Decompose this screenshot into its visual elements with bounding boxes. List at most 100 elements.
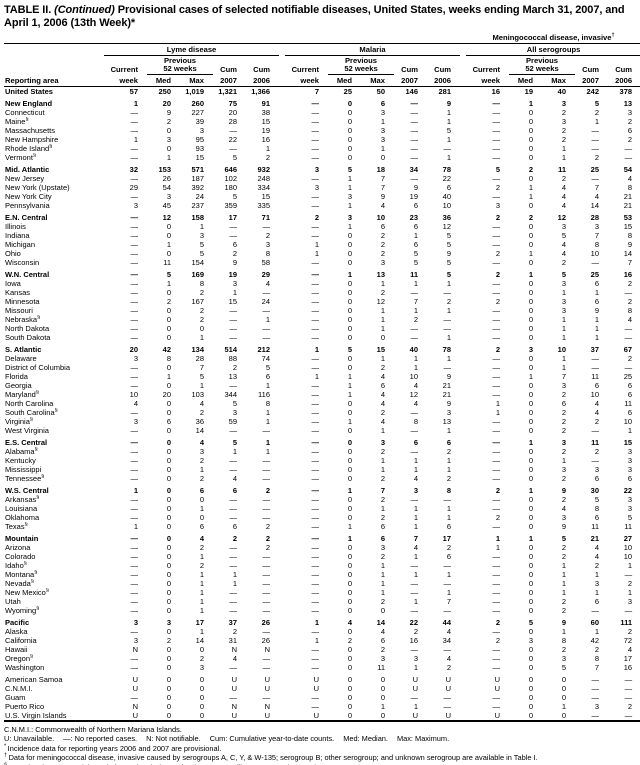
value-cell: 2 [265,522,270,531]
value-cell: 0 [166,663,171,672]
value-cell: — [262,333,271,342]
value-cell: — [311,513,320,522]
value-cell: 1 [561,627,566,636]
value-cell: 2 [561,135,566,144]
value-cell: 7 [413,297,418,306]
subheader-row2: Reporting area week Med Max 2007 2006 we… [4,74,640,87]
value-cell: 0 [199,324,204,333]
table-row: Connecticut — 9 227 20 38 — 0 3 — 1 — 0 2 2 3 [4,108,640,117]
value-cell: — [311,645,320,654]
value-cell: 2 [495,513,500,522]
value-cell: — [311,99,320,108]
value-cell: 1 [166,372,171,381]
value-cell: 5 [413,258,418,267]
value-cell: — [492,474,501,483]
table-row: W.N. Central — 5 169 19 29 — 1 13 11 5 2 1 5 25 16 [4,267,640,279]
reporting-area-header: Reporting area [4,74,104,87]
group-lyme-line1 [104,32,279,44]
value-cell: 6 [561,399,566,408]
value-cell: — [311,426,320,435]
value-cell: — [311,333,320,342]
value-cell: — [410,135,419,144]
reporting-area-cell: Pacific [5,618,30,627]
value-cell: 1 [561,702,566,711]
value-cell: 0 [528,324,533,333]
value-cell: 2 [199,315,204,324]
value-cell: 1 [380,354,385,363]
value-cell: — [624,333,633,342]
value-cell: U [494,675,500,684]
table-row: Georgia — 0 1 — 1 — 1 6 4 21 — 0 3 6 6 [4,381,640,390]
value-cell: 6 [446,183,451,192]
value-cell: 3 [627,447,633,456]
value-cell: 4 [627,315,633,324]
value-cell: 1 [347,522,352,531]
value-cell: 1 [380,702,385,711]
table-row: Colorado — 0 1 — — — 0 2 1 6 — 0 2 4 10 [4,552,640,561]
value-cell: 0 [166,486,171,495]
value-cell: 1 [380,570,385,579]
value-cell: 60 [590,618,599,627]
value-cell: 180 [224,183,237,192]
value-cell: 0 [166,693,171,702]
value-cell: — [311,474,320,483]
value-cell: U [264,684,270,693]
value-cell: 50 [376,87,385,96]
value-cell: — [311,522,320,531]
value-cell: 11 [558,165,566,174]
value-cell: 7 [594,231,599,240]
value-cell: — [130,324,139,333]
value-cell: 2 [627,135,633,144]
value-cell: — [492,222,501,231]
value-cell: — [311,543,320,552]
value-cell: — [443,315,452,324]
value-cell: 2 [446,474,451,483]
value-cell: — [262,288,271,297]
value-cell: 2 [380,513,385,522]
value-cell: 4 [594,408,599,417]
value-cell: 4 [561,504,566,513]
footnote-marker: * [4,743,8,750]
lyme-current-label: Current [110,64,138,74]
value-cell: 1 [528,270,533,279]
value-cell: 1 [413,663,418,672]
value-cell: — [492,117,501,126]
value-cell: 0 [380,684,385,693]
table-row: Alaska — 0 1 2 — — 0 4 2 4 — 0 1 1 2 [4,627,640,636]
value-cell: 1 [413,354,418,363]
value-cell: 0 [166,543,171,552]
group-malaria-line1 [285,32,460,44]
value-cell: 0 [347,465,352,474]
value-cell: 4 [232,654,237,663]
value-cell: 0 [347,354,352,363]
value-cell: 1 [232,579,237,588]
reporting-area-cell: Pennsylvania [5,201,50,210]
value-cell: 5 [594,495,599,504]
value-cell: 22 [228,135,237,144]
value-cell: 1 [199,606,204,615]
value-cell: 1 [561,456,566,465]
value-cell: 0 [380,675,385,684]
table-row: Delaware 3 8 28 88 74 — 0 1 1 1 — 0 1 — 2 [4,354,640,363]
value-cell: 0 [528,675,533,684]
value-cell: 0 [166,504,171,513]
value-cell: 2 [561,447,566,456]
value-cell: 2 [199,561,204,570]
table-row: Maine§ — 2 39 28 15 — 0 1 — 1 — 0 3 1 2 [4,117,640,126]
table-header: Meningococcal disease, invasive† Lyme di… [4,32,640,87]
value-cell: 1 [347,270,352,279]
reporting-area-cell: Hawaii [5,645,28,654]
value-cell: 1 [314,249,319,258]
value-cell: U [313,711,319,720]
value-cell: 0 [347,693,352,702]
value-cell: 1 [594,570,599,579]
value-cell: — [311,588,320,597]
value-cell: — [311,597,320,606]
reporting-area-cell: Mountain [5,534,39,543]
value-cell: — [624,153,633,162]
value-cell: — [311,117,320,126]
value-cell: — [262,663,271,672]
value-cell: 5 [627,513,633,522]
value-cell: — [492,315,501,324]
value-cell: — [443,495,452,504]
